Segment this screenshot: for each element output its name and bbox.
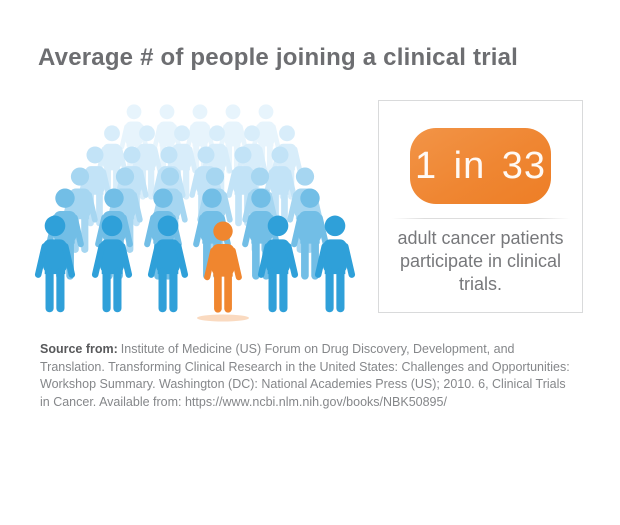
page-title: Average # of people joining a clinical t…	[38, 44, 519, 71]
divider	[391, 218, 570, 219]
highlight-shadow	[197, 314, 249, 322]
stat-box: 1 in 33 adult cancer patients participat…	[378, 100, 583, 313]
crowd-pictogram	[25, 88, 375, 322]
source-text: Institute of Medicine (US) Forum on Drug…	[40, 342, 570, 409]
crowd-figures	[38, 104, 352, 322]
ratio-badge: 1 in 33	[410, 128, 551, 204]
stat-description: adult cancer patients participate in cli…	[397, 228, 564, 294]
source-citation: Source from: Institute of Medicine (US) F…	[40, 341, 576, 411]
source-label: Source from:	[40, 342, 118, 356]
